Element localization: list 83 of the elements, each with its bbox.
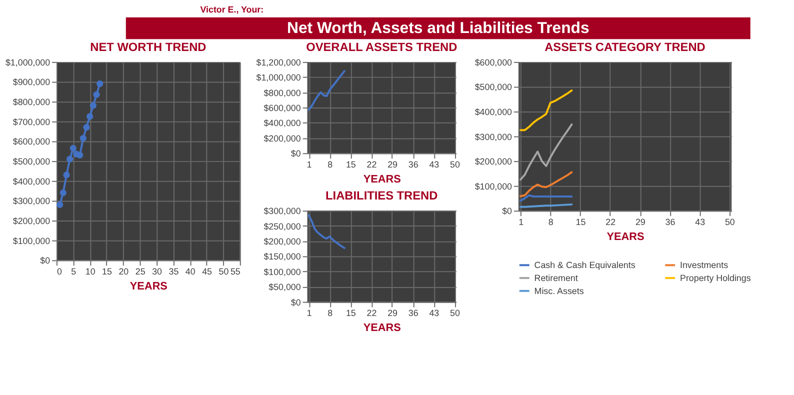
y-tick-label: $400,000	[12, 176, 50, 186]
x-tick-label: 36	[408, 160, 418, 170]
y-tick-label: $300,000	[12, 196, 50, 206]
x-tick-label: 55	[230, 266, 240, 277]
y-tick-label: $300,000	[264, 206, 301, 216]
x-tick-label: 35	[168, 266, 179, 277]
x-tick-label: 1	[518, 217, 524, 228]
x-tick-label: 25	[135, 266, 146, 277]
text: Victor E., Your:	[200, 4, 264, 14]
y-tick-label: $400,000	[264, 118, 301, 128]
x-tick-label: 5	[71, 266, 76, 277]
y-tick-label: $200,000	[12, 216, 50, 226]
y-tick-label: $250,000	[264, 221, 301, 232]
y-tick-label: $100,000	[474, 181, 512, 192]
y-tick-label: $0	[502, 206, 512, 216]
y-tick-label: $900,000	[12, 77, 50, 88]
chart-title: NET WORTH TREND	[90, 40, 207, 54]
x-tick-label: 43	[429, 160, 440, 170]
x-tick-label: 29	[388, 160, 398, 170]
x-axis-title: YEARS	[130, 280, 168, 292]
chart-title: LIABILITIES TREND	[326, 188, 438, 203]
x-tick-label: 20	[118, 266, 129, 277]
x-tick-label: 0	[57, 266, 62, 277]
x-axis-title: YEARS	[363, 322, 401, 334]
x-tick-label: 22	[366, 160, 377, 170]
x-tick-label: 8	[548, 217, 554, 228]
x-tick-label: 50	[218, 266, 229, 277]
y-tick-label: $500,000	[12, 156, 50, 167]
x-tick-label: 8	[328, 160, 333, 170]
y-tick-label: $100,000	[264, 266, 301, 277]
legend-label: Retirement	[534, 273, 578, 284]
x-tick-label: 43	[695, 217, 706, 228]
y-tick-label: $600,000	[474, 57, 512, 68]
legend-label: Property Holdings	[680, 273, 752, 284]
x-tick-label: 50	[450, 308, 460, 318]
y-tick-label: $150,000	[264, 252, 301, 262]
chart-title: OVERALL ASSETS TREND	[306, 40, 458, 54]
x-tick-label: 29	[388, 308, 398, 318]
y-tick-label: $0	[290, 148, 301, 159]
y-tick-label: $1,000,000	[256, 72, 301, 83]
x-tick-label: 8	[328, 308, 333, 318]
text: Net Worth, Assets and Liabilities Trends	[286, 20, 590, 38]
y-tick-label: $50,000	[268, 282, 301, 292]
y-tick-label: $800,000	[12, 97, 50, 108]
y-tick-label: $0	[40, 256, 50, 266]
x-tick-label: 45	[202, 266, 212, 277]
x-tick-label: 36	[408, 308, 418, 318]
chart-title: ASSETS CATEGORY TREND	[544, 40, 706, 54]
y-tick-label: $700,000	[12, 116, 50, 127]
x-axis-title: YEARS	[606, 230, 644, 243]
x-tick-label: 15	[102, 266, 112, 277]
y-tick-label: $200,000	[474, 156, 512, 167]
y-tick-label: $0	[290, 297, 301, 308]
x-tick-label: 29	[635, 217, 646, 228]
y-tick-label: $1,200,000	[256, 57, 301, 68]
legend-label: Misc. Assets	[534, 286, 584, 296]
x-tick-label: 10	[85, 266, 96, 277]
y-tick-label: $200,000	[264, 133, 301, 144]
x-tick-label: 40	[185, 266, 196, 277]
x-tick-label: 50	[450, 160, 460, 170]
y-tick-label: $200,000	[264, 236, 301, 246]
x-tick-label: 15	[346, 160, 356, 170]
y-tick-label: $800,000	[264, 88, 301, 98]
x-tick-label: 22	[366, 308, 377, 318]
x-tick-label: 36	[665, 217, 676, 228]
legend-label: Cash & Cash Equivalents	[534, 260, 636, 270]
x-tick-label: 30	[152, 266, 162, 277]
y-tick-label: $600,000	[264, 103, 301, 114]
x-tick-label: 15	[576, 217, 586, 228]
x-tick-label: 43	[429, 308, 440, 318]
y-tick-label: $100,000	[12, 236, 50, 246]
x-axis-title: YEARS	[363, 173, 401, 186]
y-tick-label: $300,000	[474, 132, 512, 142]
y-tick-label: $600,000	[12, 136, 50, 147]
legend-label: Investments	[680, 260, 729, 270]
y-tick-label: $500,000	[474, 82, 512, 92]
y-tick-label: $1,000,000	[5, 57, 50, 68]
x-tick-label: 1	[306, 308, 312, 318]
x-tick-label: 15	[346, 308, 356, 318]
x-tick-label: 1	[306, 160, 312, 170]
x-tick-label: 50	[724, 217, 735, 228]
x-tick-label: 22	[606, 217, 616, 228]
y-tick-label: $400,000	[474, 106, 512, 117]
